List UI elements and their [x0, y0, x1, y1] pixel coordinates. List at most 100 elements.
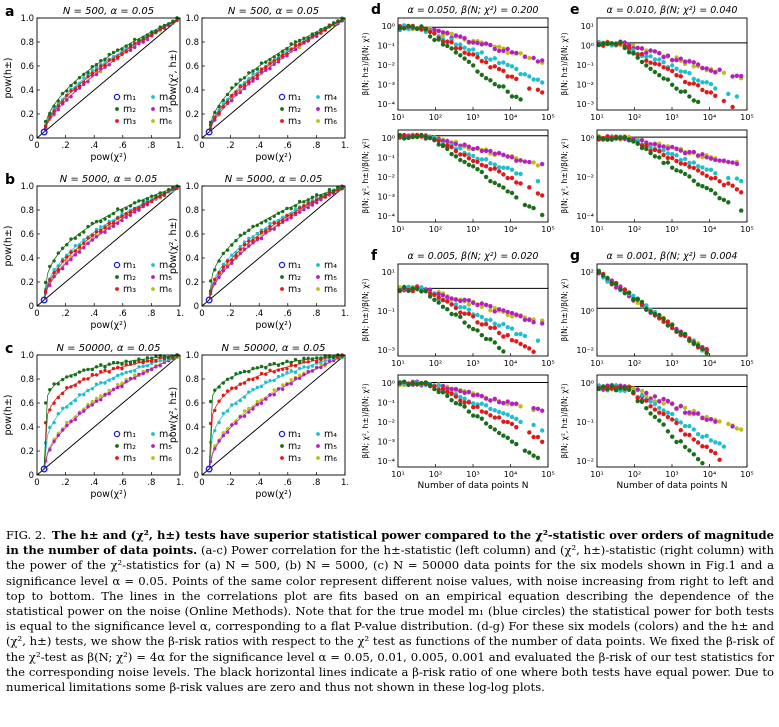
- data-point-m3: [289, 213, 293, 218]
- data-point-m3: [315, 198, 319, 202]
- data-point-m3: [466, 52, 472, 57]
- data-point-m3: [208, 421, 213, 426]
- legend-label-m2: m₂: [123, 441, 136, 452]
- data-point-m4: [492, 56, 497, 61]
- data-point-m3: [221, 265, 225, 269]
- y-tick-label: 0.4: [185, 254, 199, 264]
- data-point-m5: [644, 50, 649, 56]
- data-point-m2: [43, 280, 48, 285]
- data-point-m6: [631, 386, 636, 391]
- data-point-m2: [73, 81, 78, 85]
- data-point-m5: [466, 39, 472, 45]
- data-point-m2: [419, 24, 424, 29]
- legend-label-m6: m₆: [324, 116, 337, 127]
- data-point-m5: [116, 221, 120, 225]
- data-point-m4: [648, 144, 653, 150]
- x-axis-label: Number of data points N: [617, 481, 728, 491]
- data-point-m2: [501, 185, 506, 190]
- data-point-m2: [272, 361, 276, 366]
- data-point-m2: [107, 214, 111, 218]
- data-point-m2: [276, 363, 281, 367]
- data-point-m5: [107, 63, 111, 67]
- data-point-m2: [111, 50, 116, 55]
- data-point-m5: [276, 60, 281, 64]
- data-point-m2: [445, 43, 450, 49]
- data-point-m5: [522, 317, 528, 322]
- diagonal-line: [201, 354, 346, 476]
- y-axis-label: β(N; χ², h±)/β(N; χ²): [361, 138, 370, 213]
- data-point-m2: [626, 137, 632, 143]
- data-point-m5: [622, 40, 627, 45]
- legend-label-m6: m₆: [159, 284, 172, 295]
- data-point-m2: [133, 359, 137, 363]
- data-point-m5: [449, 296, 454, 301]
- data-point-m2: [471, 326, 476, 332]
- legend-label-m5: m₅: [159, 272, 172, 283]
- data-point-m3: [238, 247, 242, 252]
- data-point-m2: [644, 63, 649, 68]
- x-tick-label: 0: [34, 141, 39, 151]
- data-point-m2: [272, 214, 276, 218]
- data-point-m3: [111, 57, 116, 62]
- data-point-m2: [158, 191, 162, 195]
- data-point-m3: [436, 295, 441, 300]
- data-point-m3: [94, 373, 99, 377]
- data-point-m4: [458, 42, 463, 47]
- legend-marker-m6: [316, 456, 320, 460]
- data-point-m5: [462, 142, 467, 147]
- data-point-m5: [234, 421, 238, 425]
- data-point-m3: [65, 255, 69, 259]
- data-point-m4: [458, 305, 463, 310]
- data-point-m5: [509, 155, 515, 160]
- data-point-m5: [713, 70, 718, 75]
- data-point-m5: [133, 45, 137, 49]
- data-point-m2: [475, 414, 480, 419]
- data-point-m3: [691, 81, 696, 86]
- legend-label-m4: m₄: [159, 260, 172, 271]
- data-point-m2: [423, 27, 428, 32]
- caption-label: FIG. 2.: [6, 528, 46, 542]
- data-point-m2: [120, 208, 124, 213]
- axes-frame: [36, 354, 181, 476]
- data-point-m2: [259, 61, 264, 65]
- data-point-m2: [397, 132, 403, 138]
- data-point-m4: [501, 321, 506, 327]
- data-point-m5: [479, 42, 484, 47]
- data-point-m4: [475, 51, 480, 56]
- data-point-m4: [644, 303, 649, 308]
- data-point-m2: [639, 59, 645, 65]
- data-point-m2: [319, 356, 323, 360]
- data-point-m5: [242, 86, 247, 91]
- data-point-m4: [700, 434, 705, 439]
- data-point-m5: [657, 50, 662, 56]
- data-point-m2: [86, 70, 90, 75]
- data-point-m2: [397, 25, 403, 31]
- data-point-m3: [471, 52, 476, 57]
- data-point-m3: [128, 210, 133, 214]
- x-tick-label: 10³: [665, 113, 678, 122]
- data-point-m2: [145, 197, 150, 201]
- data-point-m5: [255, 402, 259, 407]
- data-point-m5: [230, 261, 234, 265]
- data-point-m6: [94, 396, 99, 401]
- data-point-m2: [221, 98, 225, 103]
- data-point-m5: [86, 80, 90, 84]
- data-point-m5: [704, 417, 709, 422]
- y-tick-label: 10⁻⁴: [377, 212, 395, 221]
- data-point-m2: [674, 86, 679, 91]
- data-point-m3: [721, 98, 727, 104]
- data-point-m3: [99, 64, 103, 68]
- data-point-m2: [661, 316, 666, 321]
- data-point-m4: [251, 387, 255, 392]
- data-point-m4: [535, 179, 541, 184]
- data-point-m5: [734, 161, 740, 167]
- data-point-m2: [609, 136, 614, 142]
- data-point-m3: [453, 394, 459, 399]
- y-axis-label: pow(χ², h±): [168, 218, 179, 274]
- data-point-m2: [635, 296, 640, 302]
- data-point-m4: [695, 432, 701, 437]
- legend-label-m4: m₄: [324, 429, 337, 440]
- data-point-m2: [167, 188, 171, 192]
- data-point-m5: [726, 159, 731, 165]
